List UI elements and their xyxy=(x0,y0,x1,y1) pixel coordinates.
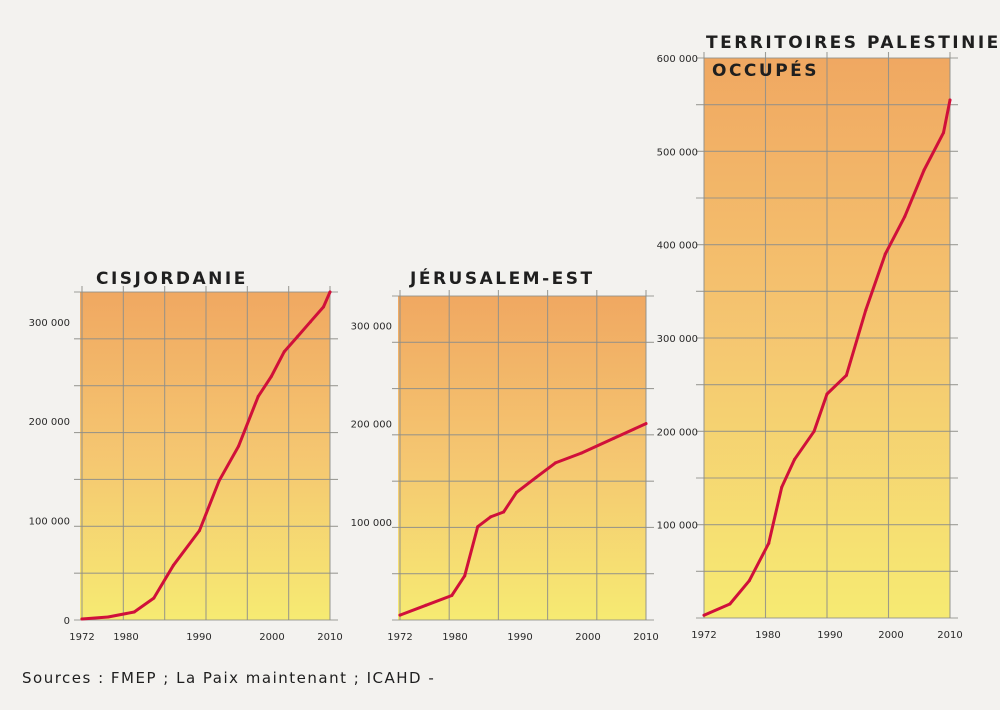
x-axis-ticks: 1972 1980 1990 2000 2010 xyxy=(387,632,658,643)
chart-territoires-occupes: 100 000 200 000 300 000 400 000 500 000 600 0… xyxy=(657,33,1000,641)
y-tick-label: 500 000 xyxy=(657,147,698,158)
data-point xyxy=(328,290,332,294)
y-tick-label: 200 000 xyxy=(29,417,70,428)
x-axis-ticks: 1972 1980 1990 2000 2010 xyxy=(69,632,342,643)
data-point xyxy=(398,613,402,617)
chart-title: JÉRUSALEM-EST xyxy=(409,267,595,289)
data-point xyxy=(502,510,506,514)
data-point xyxy=(237,444,241,448)
y-tick-label: 600 000 xyxy=(657,54,698,65)
x-tick-label: 1972 xyxy=(387,632,412,643)
x-tick-label: 1990 xyxy=(186,632,211,643)
data-point xyxy=(864,308,868,312)
data-point xyxy=(767,541,771,545)
y-tick-label: 200 000 xyxy=(351,420,392,431)
x-tick-label: 2000 xyxy=(259,632,284,643)
data-point xyxy=(844,373,848,377)
data-point xyxy=(282,350,286,354)
y-tick-label: 400 000 xyxy=(657,241,698,252)
data-point xyxy=(217,479,221,483)
x-tick-label: 1972 xyxy=(691,630,716,641)
grid-lines xyxy=(74,286,338,621)
data-point xyxy=(922,168,926,172)
y-tick-label: 300 000 xyxy=(351,321,392,332)
y-axis-ticks: 0 100 000 200 000 300 000 xyxy=(29,318,70,627)
data-point xyxy=(424,603,428,607)
x-tick-label: 2010 xyxy=(937,630,962,641)
data-point xyxy=(942,131,946,135)
x-tick-label: 1980 xyxy=(113,632,138,643)
x-axis-ticks: 1972 1980 1990 2000 2010 xyxy=(691,630,962,641)
data-point xyxy=(463,574,467,578)
data-point xyxy=(780,485,784,489)
data-point xyxy=(903,215,907,219)
x-tick-label: 2010 xyxy=(317,632,342,643)
grid-lines xyxy=(392,290,654,621)
y-axis-ticks: 100 000 200 000 300 000 400 000 500 000 600 0… xyxy=(657,54,698,532)
data-point xyxy=(825,392,829,396)
y-tick-label: 200 000 xyxy=(657,427,698,438)
chart-title: TERRITOIRES PALESTINIENS OCCUPÉS xyxy=(706,33,1000,81)
y-tick-label: 300 000 xyxy=(657,334,698,345)
chart-cisjordanie: 0 100 000 200 000 300 000 1972 1980 1990 2000 2… xyxy=(29,269,343,643)
chart-jerusalem-est: 100 000 200 000 300 000 1972 1980 1990 2000 20… xyxy=(351,267,659,643)
y-axis-ticks: 100 000 200 000 300 000 xyxy=(351,321,392,528)
data-point xyxy=(476,525,480,529)
data-point xyxy=(579,451,583,455)
chart-title: CISJORDANIE xyxy=(96,269,248,289)
y-tick-label: 100 000 xyxy=(29,517,70,528)
data-point xyxy=(812,429,816,433)
x-tick-label: 1990 xyxy=(507,632,532,643)
y-tick-label: 100 000 xyxy=(351,518,392,529)
y-tick-label: 100 000 xyxy=(657,521,698,532)
data-point xyxy=(612,436,616,440)
data-point xyxy=(489,515,493,519)
data-point xyxy=(152,596,156,600)
data-point xyxy=(702,613,706,617)
data-point xyxy=(308,320,312,324)
data-point xyxy=(553,461,557,465)
data-point xyxy=(256,394,260,398)
data-point xyxy=(80,617,84,621)
data-point xyxy=(747,579,751,583)
y-tick-label: 0 xyxy=(64,616,70,627)
x-tick-label: 1980 xyxy=(755,630,780,641)
data-point xyxy=(450,593,454,597)
data-point xyxy=(644,422,648,426)
y-tick-label: 300 000 xyxy=(29,318,70,329)
data-point xyxy=(106,615,110,619)
data-point xyxy=(269,374,273,378)
data-point xyxy=(132,610,136,614)
data-point xyxy=(793,457,797,461)
data-point xyxy=(728,602,732,606)
data-point xyxy=(197,529,201,533)
data-point xyxy=(295,335,299,339)
source-note: Sources : FMEP ; La Paix maintenant ; IC… xyxy=(22,669,435,687)
data-point xyxy=(883,252,887,256)
chart-fill xyxy=(398,296,646,620)
grid-lines xyxy=(696,52,958,619)
x-tick-label: 1980 xyxy=(442,632,467,643)
data-point xyxy=(534,476,538,480)
data-point xyxy=(515,490,519,494)
data-point xyxy=(171,563,175,567)
x-tick-label: 1990 xyxy=(817,630,842,641)
x-tick-label: 1972 xyxy=(69,632,94,643)
x-tick-label: 2000 xyxy=(878,630,903,641)
data-point xyxy=(948,98,952,102)
data-point xyxy=(321,305,325,309)
x-tick-label: 2000 xyxy=(575,632,600,643)
x-tick-label: 2010 xyxy=(633,632,658,643)
